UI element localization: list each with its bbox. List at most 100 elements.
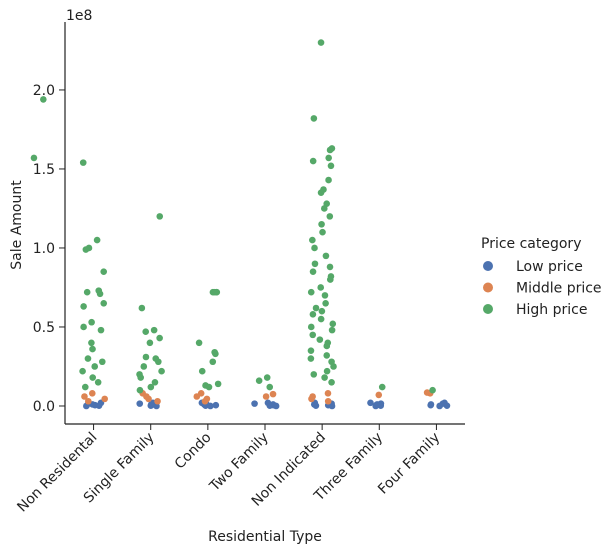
point [321, 374, 328, 381]
point [93, 236, 101, 244]
y-axis-label: Sale Amount [9, 180, 25, 270]
legend-label: High price [516, 302, 587, 318]
point [309, 236, 316, 244]
point [326, 146, 334, 154]
point [30, 154, 38, 162]
point [441, 399, 448, 407]
point [325, 154, 332, 162]
point [89, 345, 96, 353]
point [136, 400, 144, 407]
x-tick-label: Four Family [375, 430, 443, 498]
point [312, 304, 320, 312]
y-tick-label: 1.5 [33, 162, 55, 178]
point [318, 307, 326, 315]
y-tick-label: 2.0 [33, 83, 55, 99]
point [429, 386, 436, 394]
point [262, 393, 270, 400]
point [264, 399, 272, 407]
point [326, 213, 334, 220]
point [195, 339, 203, 347]
point [320, 205, 328, 212]
point [210, 288, 218, 296]
point [212, 350, 219, 358]
point [156, 213, 164, 220]
point [197, 390, 205, 397]
point [100, 299, 108, 307]
legend-label: Middle price [516, 281, 602, 297]
point [307, 323, 315, 331]
point [307, 355, 315, 362]
point [91, 363, 99, 370]
point [322, 299, 329, 307]
point [317, 39, 325, 46]
point [307, 288, 315, 296]
point [427, 401, 435, 408]
point [310, 371, 318, 378]
point [138, 304, 146, 312]
point [255, 377, 263, 385]
point [214, 380, 222, 388]
point [326, 276, 334, 283]
point [269, 390, 277, 398]
point [309, 331, 317, 339]
point [84, 355, 92, 362]
point [309, 311, 317, 318]
point [203, 395, 211, 403]
legend-title: Price category [481, 236, 581, 252]
point [155, 358, 162, 366]
point [142, 353, 150, 361]
point [40, 96, 47, 103]
point [309, 393, 316, 400]
x-axis-label: Residential Type [208, 529, 322, 545]
point [81, 383, 89, 391]
point [309, 157, 317, 165]
point [96, 290, 104, 298]
point [317, 315, 325, 323]
point [136, 386, 144, 394]
point [151, 378, 159, 386]
point [321, 292, 329, 299]
point [158, 367, 165, 375]
point [140, 363, 148, 370]
point [323, 352, 331, 359]
y-offset-label: 1e8 [66, 8, 92, 24]
point [325, 176, 332, 184]
point [377, 400, 385, 407]
point [79, 159, 87, 166]
point [309, 268, 317, 275]
point [100, 268, 108, 275]
point [328, 378, 335, 386]
point [212, 401, 220, 409]
point [147, 383, 155, 391]
point [307, 347, 315, 354]
point [367, 399, 374, 407]
point [263, 374, 271, 381]
point [323, 342, 331, 350]
point [316, 336, 324, 343]
legend-marker [483, 304, 493, 314]
legend-label: Low price [516, 259, 583, 275]
point [154, 397, 161, 405]
point [323, 367, 331, 375]
point [142, 328, 150, 336]
point [85, 397, 92, 405]
point [81, 393, 88, 400]
point [83, 288, 91, 296]
point [209, 358, 217, 366]
point [378, 383, 386, 391]
point [146, 339, 154, 347]
point [98, 358, 106, 366]
point [266, 383, 274, 391]
point [198, 367, 206, 375]
point [326, 263, 334, 271]
point [324, 390, 332, 397]
point [310, 115, 318, 122]
legend-marker [483, 261, 493, 271]
legend-marker [483, 282, 493, 293]
point [101, 395, 108, 403]
point [311, 244, 318, 252]
point [88, 339, 95, 347]
point [97, 326, 105, 334]
point [317, 189, 325, 196]
point [324, 397, 332, 405]
